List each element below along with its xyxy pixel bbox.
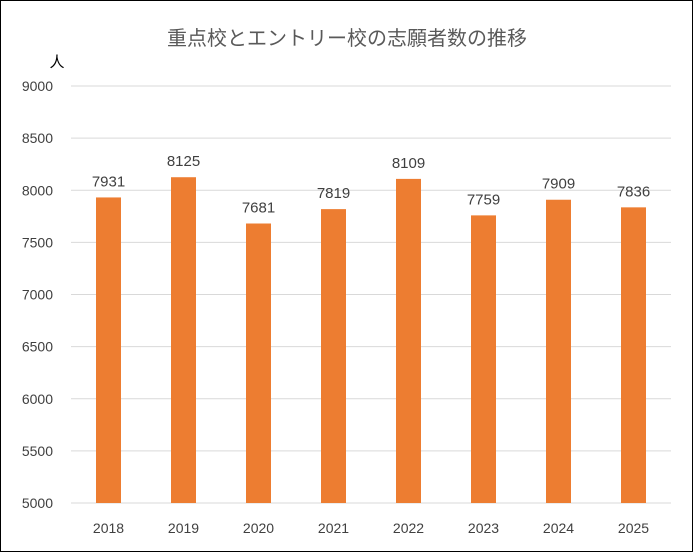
x-tick-label-2019: 2019 — [168, 520, 199, 536]
y-tick-label-8500: 8500 — [22, 130, 53, 146]
bar-2024 — [546, 199, 571, 503]
bar-2019 — [171, 177, 196, 503]
y-tick-label-6000: 6000 — [22, 391, 53, 407]
data-label-2023: 7759 — [467, 191, 500, 208]
data-label-2022: 8109 — [392, 155, 425, 172]
y-tick-label-7000: 7000 — [22, 287, 53, 303]
bar-2021 — [321, 209, 346, 503]
data-label-2021: 7819 — [317, 185, 350, 202]
x-tick-label-2018: 2018 — [93, 520, 124, 536]
y-axis-unit-label: 人 — [49, 53, 64, 71]
y-axis-ticks: 5000 5500 6000 6500 7000 7500 8000 8500 9000 — [22, 78, 53, 511]
y-tick-label-9000: 9000 — [22, 78, 53, 94]
x-tick-label-2020: 2020 — [243, 520, 274, 536]
bar-2020 — [246, 223, 271, 504]
data-label-2019: 8125 — [167, 153, 200, 170]
x-tick-label-2022: 2022 — [393, 520, 424, 536]
data-labels: 7931 8125 7681 7819 8109 7759 7909 7836 — [92, 153, 650, 216]
x-tick-label-2025: 2025 — [618, 520, 649, 536]
y-tick-label-5000: 5000 — [22, 495, 53, 511]
bar-2023 — [471, 215, 496, 503]
y-tick-label-5500: 5500 — [22, 443, 53, 459]
y-tick-label-7500: 7500 — [22, 234, 53, 250]
chart-title: 重点校とエントリー校の志願者数の推移 — [167, 26, 527, 50]
bar-2022 — [396, 178, 421, 503]
bar-2018 — [96, 197, 121, 504]
data-label-2020: 7681 — [242, 200, 275, 217]
x-tick-label-2021: 2021 — [318, 520, 349, 536]
gridlines — [71, 85, 671, 504]
data-label-2024: 7909 — [542, 176, 575, 193]
y-tick-label-6500: 6500 — [22, 339, 53, 355]
x-axis-ticks: 2018 2019 2020 2021 2022 2023 2024 2025 — [93, 520, 649, 536]
y-tick-label-8000: 8000 — [22, 182, 53, 198]
bar-2025 — [621, 207, 646, 504]
data-label-2025: 7836 — [617, 183, 650, 200]
x-tick-label-2024: 2024 — [543, 520, 574, 536]
data-label-2018: 7931 — [92, 173, 125, 190]
bars — [96, 177, 646, 504]
x-tick-label-2023: 2023 — [468, 520, 499, 536]
